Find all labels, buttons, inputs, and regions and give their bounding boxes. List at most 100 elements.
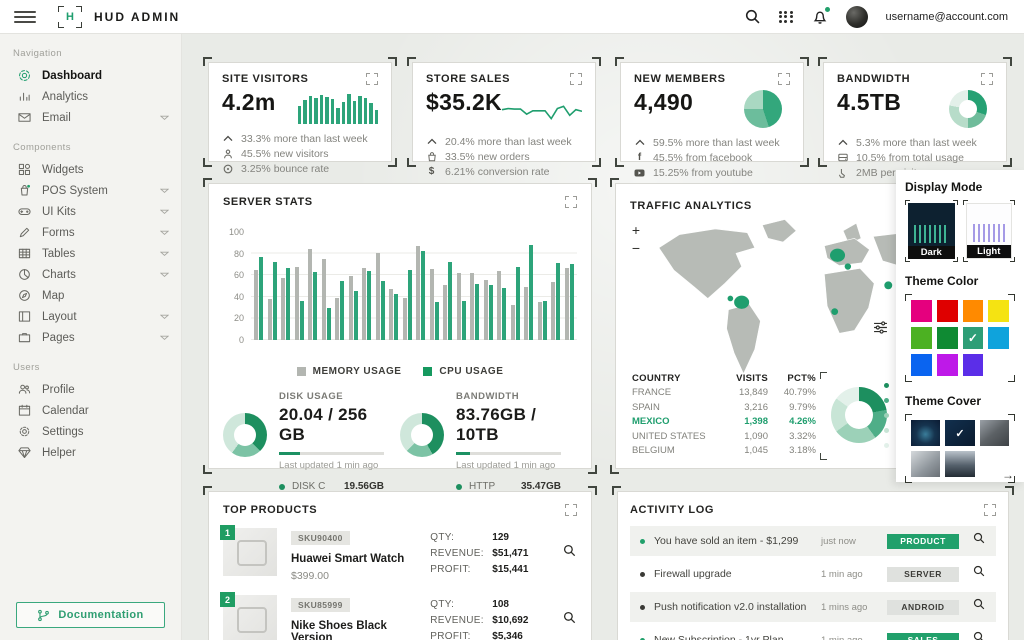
bar-pair — [389, 232, 399, 340]
theme-cover-box — [905, 414, 1015, 483]
magnifier-icon[interactable] — [563, 611, 577, 630]
theme-cover-thumbnail[interactable] — [945, 451, 975, 477]
theme-color-swatch[interactable] — [936, 300, 958, 322]
map-filters-icon[interactable] — [873, 320, 888, 340]
apps-grid-icon[interactable] — [778, 10, 794, 23]
documentation-button[interactable]: Documentation — [16, 602, 165, 628]
sidebar-item-ui-kits[interactable]: UI Kits — [0, 201, 181, 222]
magnifier-icon[interactable] — [973, 631, 986, 640]
bar-pair — [524, 232, 534, 340]
sidebar-item-layout[interactable]: Layout — [0, 306, 181, 327]
rank-badge: 1 — [220, 525, 235, 540]
app-title: HUD ADMIN — [94, 9, 181, 24]
theme-color-swatch[interactable] — [988, 327, 1009, 349]
sidebar-item-dashboard[interactable]: Dashboard — [0, 65, 181, 86]
map-marker — [734, 295, 750, 309]
notification-dot — [824, 6, 830, 12]
chevron-down-icon — [160, 335, 169, 340]
theme-cover-thumbnail[interactable] — [945, 420, 975, 446]
sidebar-item-settings[interactable]: Settings — [0, 421, 181, 442]
expand-icon[interactable] — [570, 73, 582, 85]
sidebar-item-helper[interactable]: Helper — [0, 442, 181, 463]
magnifier-icon[interactable] — [973, 598, 986, 616]
magnifier-icon[interactable] — [563, 544, 577, 563]
theme-cover-thumbnail[interactable] — [911, 451, 941, 477]
map-zoom-in-button[interactable]: + — [629, 222, 643, 239]
sidebar-item-email[interactable]: Email — [0, 107, 181, 128]
theme-cover-thumbnail[interactable] — [911, 420, 941, 446]
theme-color-swatch[interactable] — [962, 354, 984, 376]
chevron-down-icon — [160, 314, 169, 319]
sidebar-item-widgets[interactable]: Widgets — [0, 159, 181, 180]
card-title: NEW MEMBERS — [634, 73, 726, 85]
theme-color-swatch[interactable] — [988, 300, 1009, 322]
notifications-bell-icon[interactable] — [812, 6, 830, 25]
theme-color-heading: Theme Color — [905, 274, 979, 288]
expand-icon[interactable] — [984, 504, 996, 516]
sidebar-item-profile[interactable]: Profile — [0, 379, 181, 400]
status-dot — [640, 637, 645, 640]
card-title: SITE VISITORS — [222, 73, 309, 85]
theme-color-swatch[interactable] — [936, 354, 958, 376]
theme-settings-panel: Display Mode Dark Light Theme Color Them… — [896, 170, 1024, 483]
magnifier-icon[interactable] — [973, 532, 986, 550]
panel-arrow-icon[interactable]: → — [1002, 468, 1014, 482]
y-tick: 0 — [238, 334, 244, 345]
display-mode-heading: Display Mode — [905, 180, 983, 194]
bar-pair — [429, 232, 439, 340]
trend-up-icon — [222, 135, 233, 142]
bar-pair — [443, 232, 453, 340]
theme-color-swatch[interactable] — [911, 354, 932, 376]
display-mode-dark[interactable]: Dark — [905, 200, 958, 262]
hamburger-menu-icon[interactable] — [14, 8, 36, 26]
expand-icon[interactable] — [981, 73, 993, 85]
traffic-donut-chart — [831, 387, 887, 443]
expand-icon[interactable] — [565, 504, 577, 516]
sidebar-item-analytics[interactable]: Analytics — [0, 86, 181, 107]
magnifier-icon[interactable] — [973, 565, 986, 583]
sales-sparkline — [501, 105, 582, 121]
activity-time: 1 min ago — [821, 568, 863, 580]
user-avatar[interactable] — [845, 5, 868, 28]
activity-time: just now — [821, 535, 856, 547]
theme-color-swatch[interactable] — [936, 327, 958, 349]
sidebar-item-calendar[interactable]: Calendar — [0, 400, 181, 421]
display-mode-light[interactable]: Light — [962, 200, 1015, 262]
app-logo[interactable]: H — [58, 5, 82, 28]
pos-bag-icon — [17, 184, 31, 197]
trend-up-icon — [634, 139, 645, 146]
country-row: SPAIN 3,216 9.79% — [632, 401, 816, 413]
sidebar-item-pages[interactable]: Pages — [0, 327, 181, 348]
theme-color-swatch[interactable] — [962, 327, 984, 349]
dark-mode-preview: Dark — [908, 203, 955, 259]
chevron-down-icon — [160, 251, 169, 256]
sidebar-item-charts[interactable]: Charts — [0, 264, 181, 285]
expand-icon[interactable] — [565, 196, 577, 208]
card-title: ACTIVITY LOG — [630, 504, 715, 516]
theme-cover-heading: Theme Cover — [905, 394, 982, 408]
search-icon[interactable] — [745, 9, 761, 25]
country-row: FRANCE 13,849 40.79% — [632, 387, 816, 399]
bar-pair — [564, 232, 574, 340]
map-zoom-out-button[interactable]: − — [629, 240, 643, 257]
theme-color-swatch[interactable] — [962, 300, 984, 322]
briefcase-icon — [17, 331, 31, 344]
bar-pair — [416, 232, 426, 340]
trend-up-icon — [837, 139, 848, 146]
theme-color-swatch[interactable] — [911, 327, 932, 349]
sidebar-item-map[interactable]: Map — [0, 285, 181, 306]
sku-chip: SKU85999 — [291, 598, 350, 612]
theme-cover-thumbnail[interactable] — [979, 420, 1009, 446]
expand-icon[interactable] — [778, 73, 790, 85]
expand-icon[interactable] — [366, 73, 378, 85]
sidebar-item-tables[interactable]: Tables — [0, 243, 181, 264]
activity-text: New Subscription - 1yr Plan — [654, 634, 784, 640]
sidebar-item-pos-system[interactable]: POS System — [0, 180, 181, 201]
theme-color-swatch[interactable] — [911, 300, 932, 322]
country-row: UNITED STATES 1,090 3.32% — [632, 430, 816, 442]
product-name: Huawei Smart Watch — [291, 553, 405, 565]
gem-icon — [17, 446, 31, 459]
pie-chart-icon — [17, 268, 31, 281]
server-bars — [251, 232, 577, 340]
sidebar-item-forms[interactable]: Forms — [0, 222, 181, 243]
